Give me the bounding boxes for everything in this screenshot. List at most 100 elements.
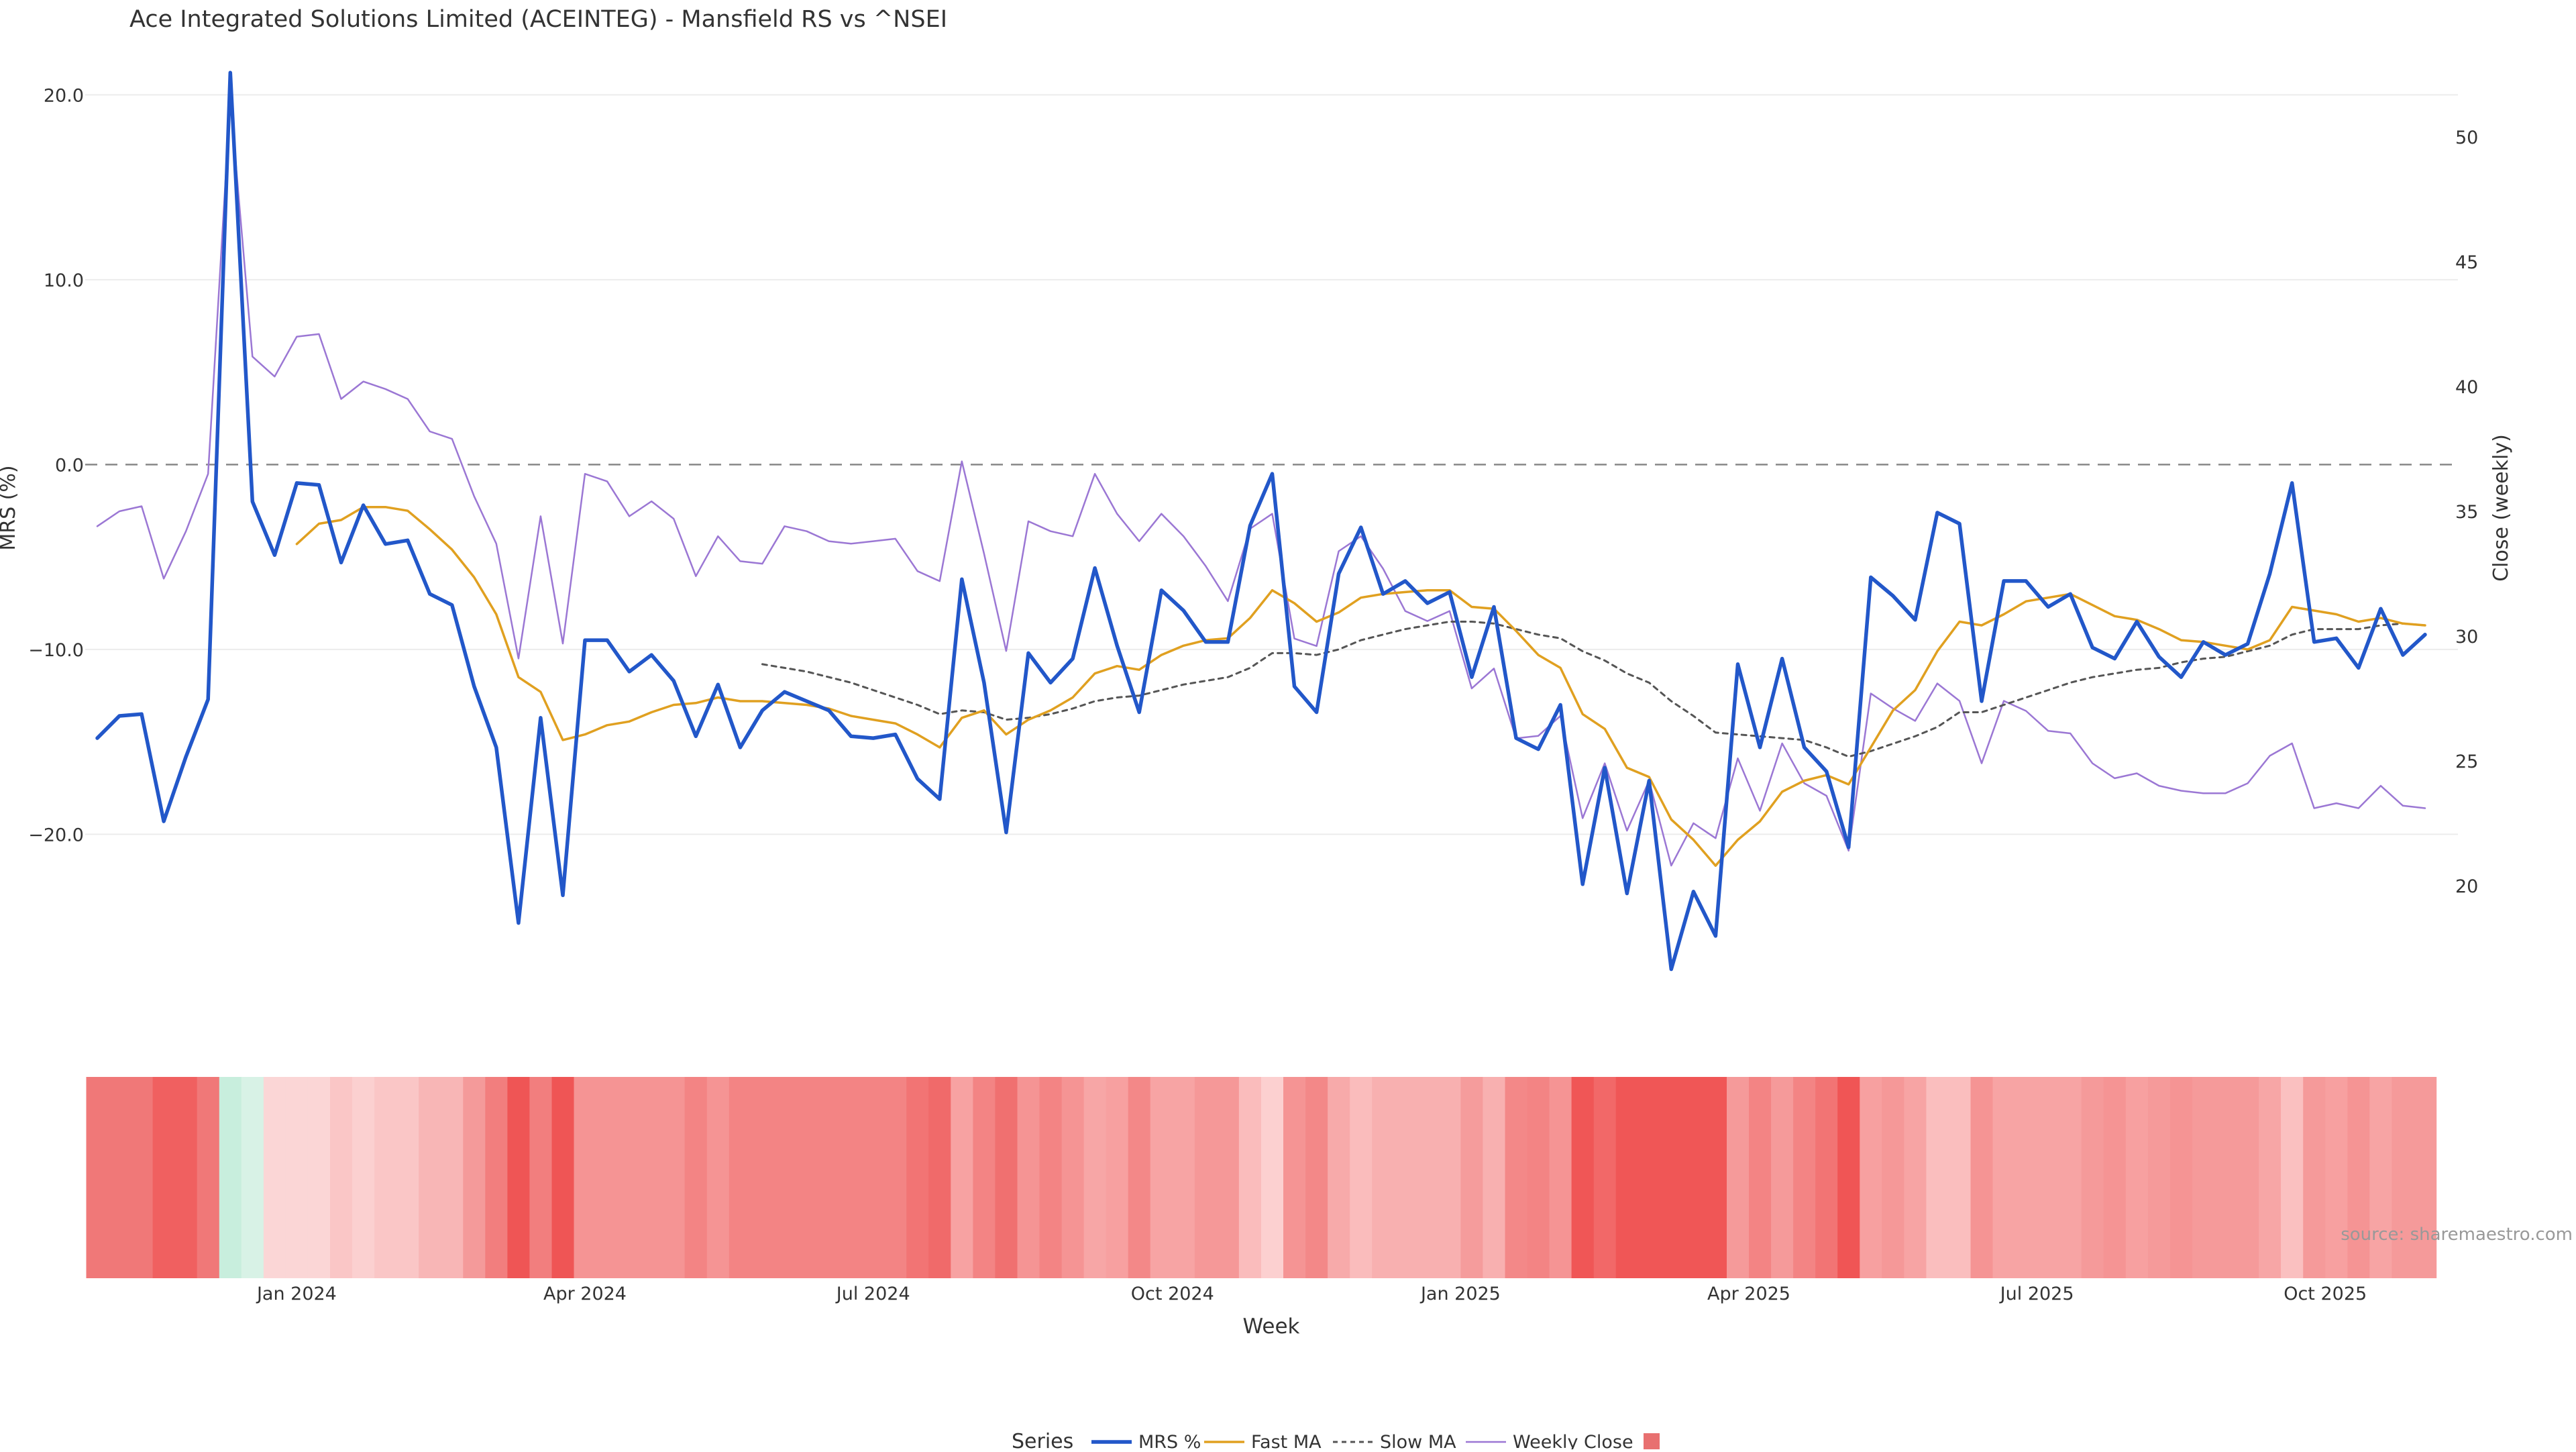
- heatmap-cell: [419, 1077, 441, 1278]
- heatmap-cell: [1815, 1077, 1838, 1278]
- heatmap-cell: [241, 1077, 264, 1278]
- heatmap-cell: [840, 1077, 863, 1278]
- heatmap-cell: [1460, 1077, 1484, 1278]
- series-line-weekly-close: [96, 99, 2426, 867]
- y2-tick-label: 40: [2455, 377, 2478, 398]
- heatmap-cell: [174, 1077, 198, 1278]
- heatmap-cell: [1039, 1077, 1063, 1278]
- series-line-fast-ma: [295, 505, 2426, 867]
- heatmap-cell: [684, 1077, 708, 1278]
- heatmap-cell: [1926, 1077, 1949, 1278]
- heatmap-cell: [130, 1077, 154, 1278]
- heatmap-cell: [1083, 1077, 1107, 1278]
- heatmap-strip: [86, 1077, 2437, 1278]
- legend-swatch: [1644, 1433, 1660, 1449]
- heatmap-cell: [1527, 1077, 1550, 1278]
- legend-label: Weekly Close: [1513, 1432, 1633, 1449]
- heatmap-cell: [1992, 1077, 2016, 1278]
- heatmap-cell: [818, 1077, 841, 1278]
- heatmap-cell: [1238, 1077, 1262, 1278]
- heatmap-cell: [1128, 1077, 1151, 1278]
- y2-tick-label: 25: [2455, 751, 2478, 772]
- heatmap-cell: [1150, 1077, 1173, 1278]
- heatmap-cell: [862, 1077, 885, 1278]
- source-note: source: sharemaestro.com: [2341, 1225, 2573, 1245]
- heatmap-cell: [1660, 1077, 1683, 1278]
- series-line-slow-ma: [761, 621, 2426, 758]
- heatmap-cell: [1350, 1077, 1373, 1278]
- heatmap-cell: [1438, 1077, 1462, 1278]
- y2-tick-label: 35: [2455, 502, 2478, 523]
- heatmap-cell: [1416, 1077, 1440, 1278]
- heatmap-cell: [995, 1077, 1018, 1278]
- heatmap-cell: [1305, 1077, 1328, 1278]
- y2-tick-label: 50: [2455, 127, 2478, 148]
- heatmap-cell: [463, 1077, 486, 1278]
- heatmap-cell: [640, 1077, 663, 1278]
- heatmap-cell: [729, 1077, 752, 1278]
- heatmap-cell: [529, 1077, 553, 1278]
- y2-tick-label: 45: [2455, 252, 2478, 273]
- heatmap-cell: [1505, 1077, 1528, 1278]
- heatmap-cell: [2303, 1077, 2326, 1278]
- heatmap-cell: [884, 1077, 907, 1278]
- heatmap-cell: [551, 1077, 575, 1278]
- legend: Series MRS % Fast MA Slow MA Weekly Close: [1012, 1430, 1660, 1452]
- y2-axis-label: Close (weekly): [2489, 434, 2513, 582]
- heatmap-cell: [1882, 1077, 1905, 1278]
- heatmap-cell: [1194, 1077, 1218, 1278]
- heatmap-cell: [2325, 1077, 2348, 1278]
- heatmap-cell: [796, 1077, 818, 1278]
- heatmap-cell: [706, 1077, 730, 1278]
- heatmap-cell: [2347, 1077, 2371, 1278]
- heatmap-cell: [1394, 1077, 1417, 1278]
- heatmap-cell: [1017, 1077, 1040, 1278]
- heatmap-cell: [1061, 1077, 1085, 1278]
- grid-lines: [85, 94, 2458, 835]
- heatmap-cell: [951, 1077, 974, 1278]
- heatmap-cell: [1727, 1077, 1750, 1278]
- heatmap-cell: [2059, 1077, 2082, 1278]
- heatmap-cell: [973, 1077, 996, 1278]
- heatmap-cell: [197, 1077, 220, 1278]
- heatmap-cell: [1372, 1077, 1395, 1278]
- heatmap-cell: [1904, 1077, 1927, 1278]
- x-tick-label: Apr 2025: [1707, 1284, 1790, 1304]
- heatmap-cell: [906, 1077, 929, 1278]
- heatmap-cell: [2037, 1077, 2060, 1278]
- heatmap-cell: [2259, 1077, 2282, 1278]
- chart-title: Ace Integrated Solutions Limited (ACEINT…: [129, 6, 947, 33]
- heatmap-cell: [1106, 1077, 1129, 1278]
- heatmap-cell: [2237, 1077, 2259, 1278]
- y-axis-label: MRS (%): [0, 465, 20, 550]
- heatmap-cell: [618, 1077, 641, 1278]
- y-tick-label: −10.0: [28, 640, 84, 661]
- series-line-mrs: [95, 70, 2427, 972]
- heatmap-cell: [2414, 1077, 2437, 1278]
- heatmap-cell: [1682, 1077, 1705, 1278]
- x-tick-label: Oct 2025: [2284, 1284, 2367, 1304]
- heatmap-cell: [662, 1077, 686, 1278]
- heatmap-cell: [2369, 1077, 2393, 1278]
- heatmap-cell: [751, 1077, 774, 1278]
- x-tick-label: Apr 2024: [543, 1284, 627, 1304]
- y-tick-label: 10.0: [44, 270, 84, 291]
- heatmap-cell: [307, 1077, 331, 1278]
- heatmap-cell: [1216, 1077, 1240, 1278]
- heatmap-cell: [152, 1077, 176, 1278]
- heatmap-cell: [2281, 1077, 2304, 1278]
- x-tick-label: Jan 2024: [256, 1284, 337, 1304]
- heatmap-cell: [1615, 1077, 1639, 1278]
- heatmap-cell: [1704, 1077, 1727, 1278]
- heatmap-cell: [263, 1077, 286, 1278]
- heatmap-cell: [1837, 1077, 1860, 1278]
- heatmap-cell: [374, 1077, 397, 1278]
- heatmap-cell: [1571, 1077, 1595, 1278]
- heatmap-cell: [1172, 1077, 1195, 1278]
- heatmap-cell: [352, 1077, 375, 1278]
- heatmap-cell: [1483, 1077, 1506, 1278]
- heatmap-cell: [2392, 1077, 2415, 1278]
- heatmap-cell: [441, 1077, 464, 1278]
- heatmap-cell: [1549, 1077, 1572, 1278]
